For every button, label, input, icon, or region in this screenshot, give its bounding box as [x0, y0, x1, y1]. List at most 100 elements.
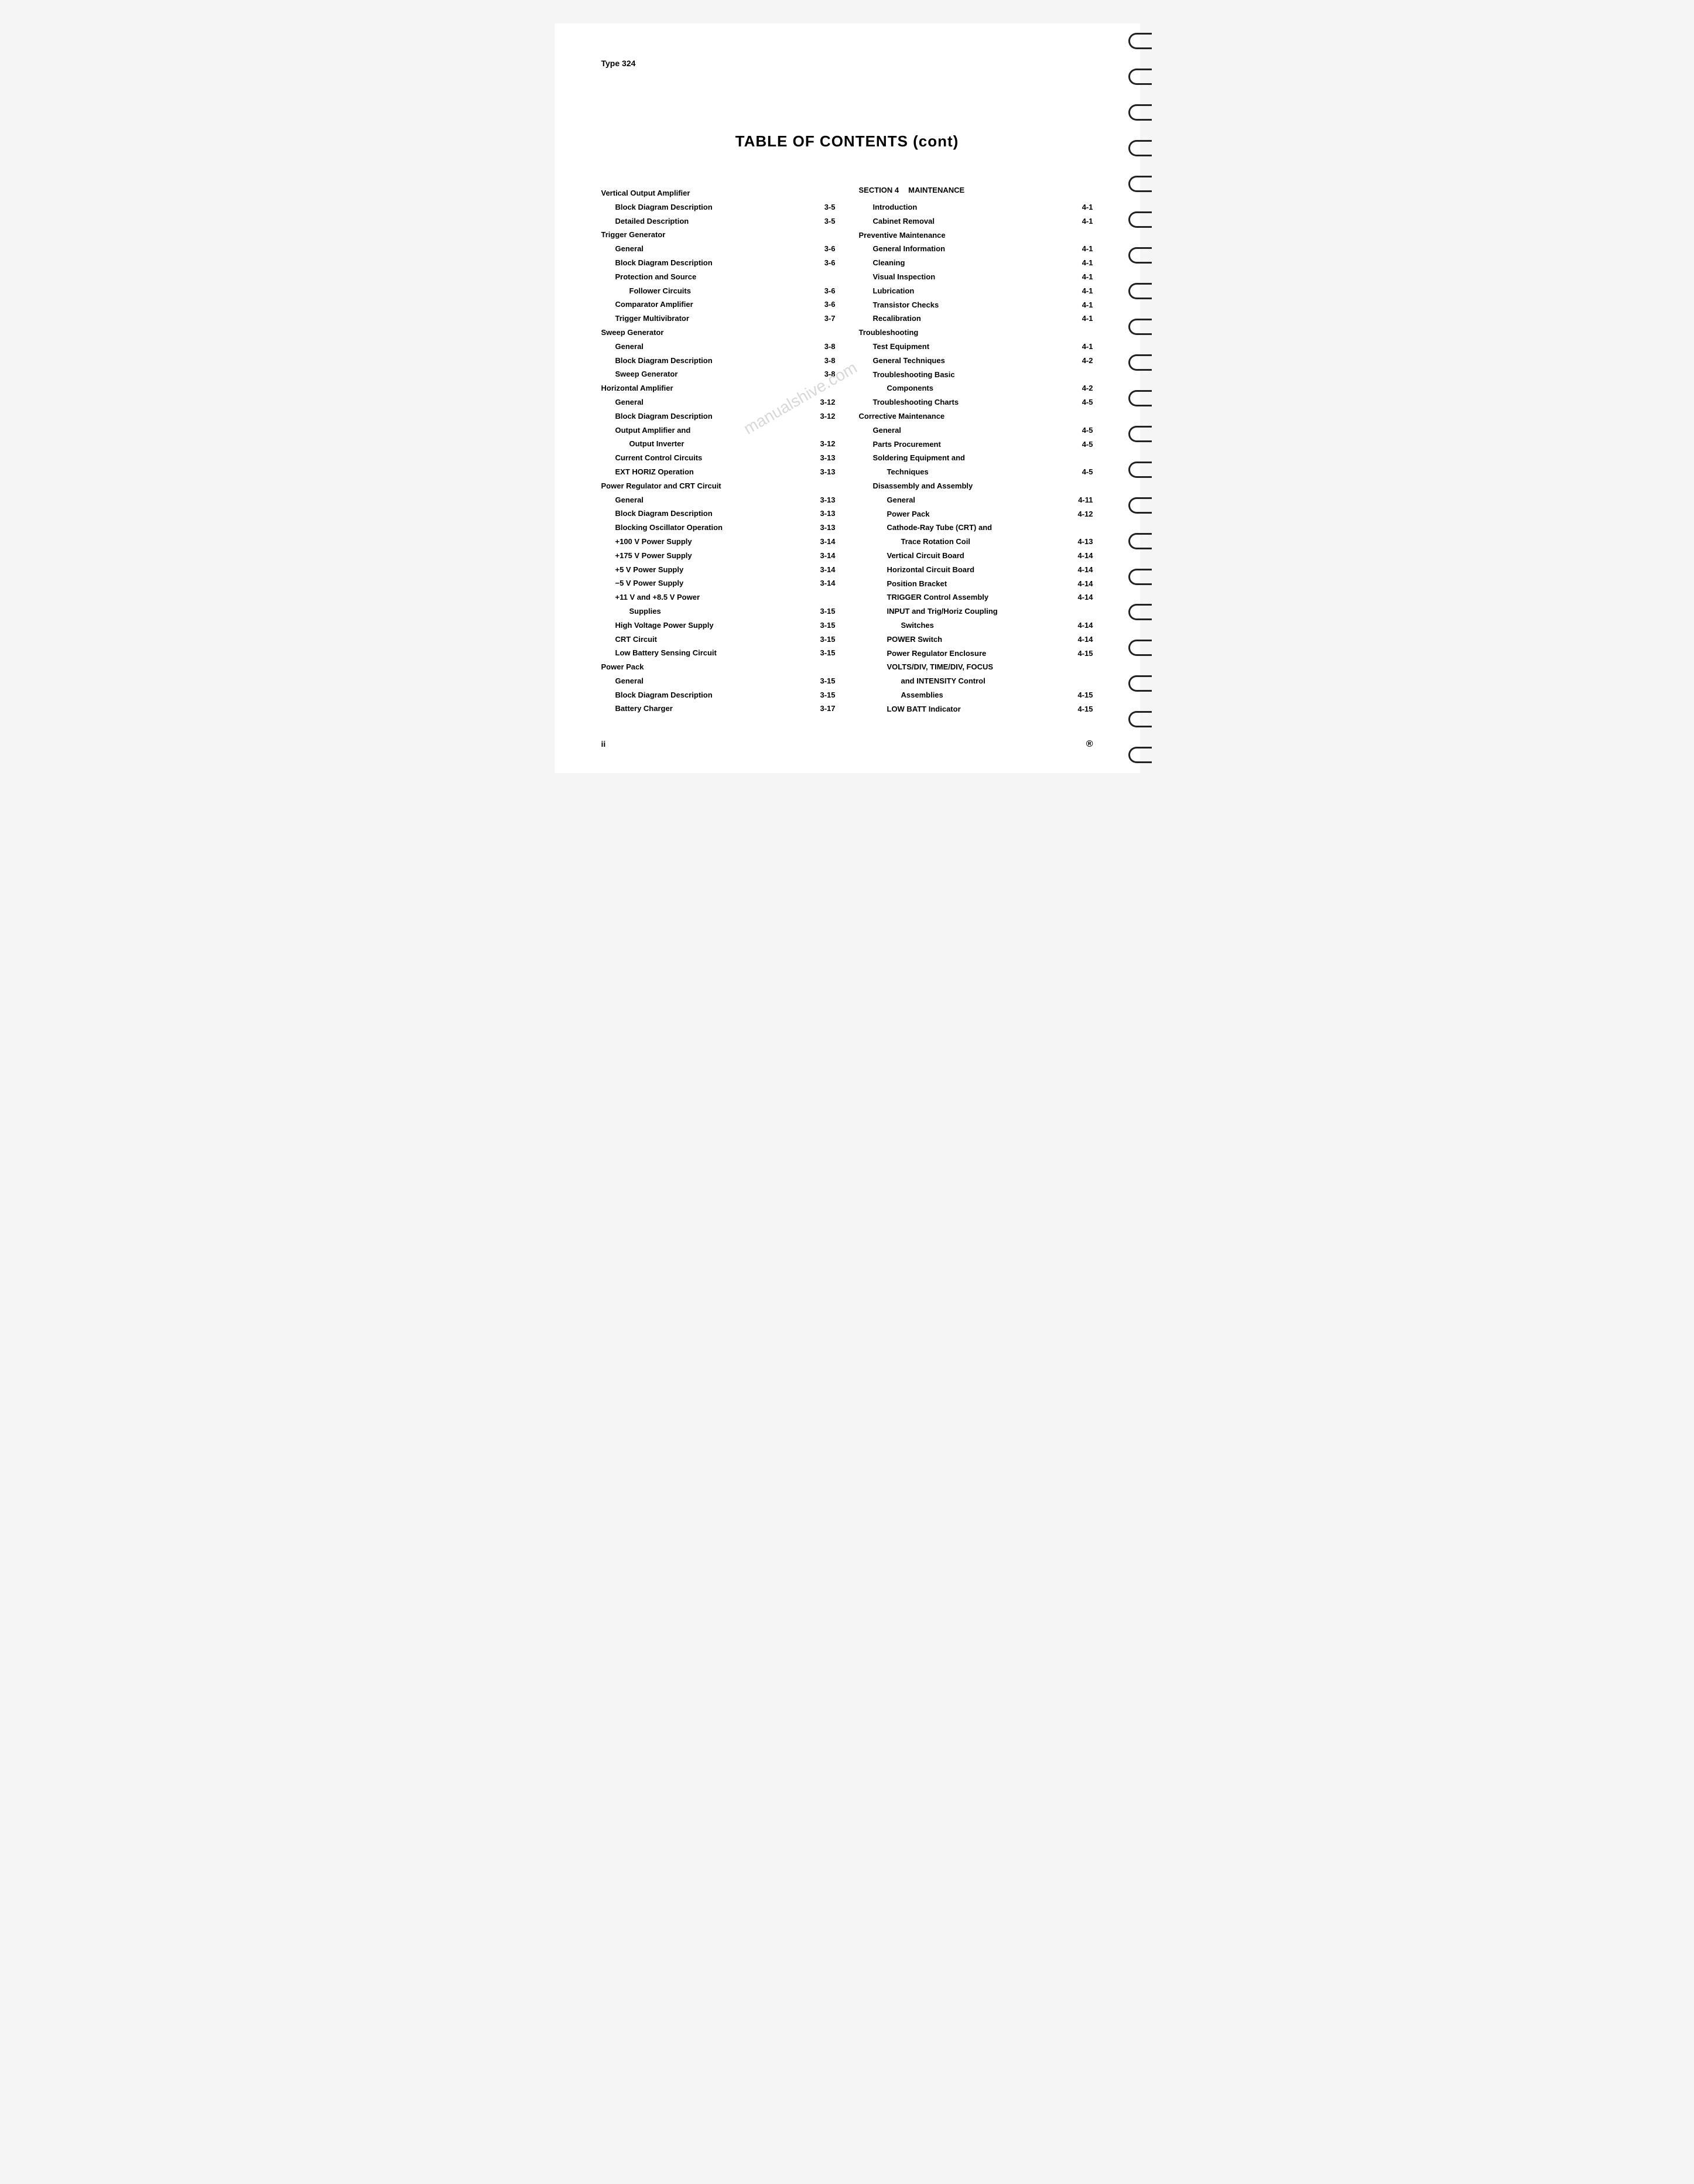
toc-entry-page: 3-7 — [806, 313, 836, 325]
toc-row: Detailed Description3-5 — [601, 216, 836, 228]
toc-row: Protection and Source — [601, 271, 836, 283]
footer-page-number: ii — [601, 739, 606, 750]
toc-row: Lubrication4-1 — [859, 285, 1093, 298]
toc-entry-label: +5 V Power Supply — [601, 564, 806, 576]
toc-row: Horizontal Amplifier — [601, 382, 836, 395]
toc-entry-label: Battery Charger — [601, 703, 806, 715]
toc-entry-label: General — [601, 341, 806, 353]
toc-row: Cathode-Ray Tube (CRT) and — [859, 522, 1093, 534]
toc-entry-page: 3-8 — [806, 355, 836, 367]
toc-row: Cabinet Removal4-1 — [859, 216, 1093, 228]
toc-entry-label: Low Battery Sensing Circuit — [601, 647, 806, 659]
toc-entry-page: 3-14 — [806, 550, 836, 562]
toc-entry-page: 4-2 — [1064, 382, 1093, 395]
toc-entry-page: 3-13 — [806, 466, 836, 479]
toc-entry-page: 4-1 — [1064, 243, 1093, 255]
right-column: SECTION 4 MAINTENANCE Introduction4-1Cab… — [859, 186, 1093, 717]
toc-entry-label: CRT Circuit — [601, 634, 806, 646]
toc-entry-label: Detailed Description — [601, 216, 806, 228]
toc-entry-label: General — [601, 494, 806, 507]
toc-row: Block Diagram Description3-13 — [601, 508, 836, 520]
toc-entry-label: Horizontal Amplifier — [601, 382, 806, 395]
toc-entry-label: Current Control Circuits — [601, 452, 806, 464]
toc-entry-label: General — [859, 425, 1064, 437]
page-title: TABLE OF CONTENTS (cont) — [601, 132, 1093, 151]
toc-row: Battery Charger3-17 — [601, 703, 836, 715]
toc-row: Supplies3-15 — [601, 606, 836, 618]
toc-entry-page: 3-14 — [806, 536, 836, 548]
toc-entry-label: Block Diagram Description — [601, 689, 806, 702]
toc-entry-page: 4-14 — [1064, 550, 1093, 562]
toc-row: General Techniques4-2 — [859, 355, 1093, 367]
toc-row: Power Pack — [601, 661, 836, 674]
toc-row: and INTENSITY Control — [859, 675, 1093, 688]
toc-entry-label: Vertical Circuit Board — [859, 550, 1064, 562]
toc-row: Troubleshooting Charts4-5 — [859, 397, 1093, 409]
toc-entry-page: 3-13 — [806, 494, 836, 507]
toc-row: Recalibration4-1 — [859, 313, 1093, 325]
document-page: Type 324 TABLE OF CONTENTS (cont) manual… — [555, 23, 1140, 773]
toc-entry-page: 4-1 — [1064, 299, 1093, 312]
toc-entry-label: Troubleshooting — [859, 327, 1064, 339]
toc-row: INPUT and Trig/Horiz Coupling — [859, 606, 1093, 618]
toc-entry-label: +100 V Power Supply — [601, 536, 806, 548]
toc-entry-label: Visual Inspection — [859, 271, 1064, 283]
toc-entry-label: Supplies — [601, 606, 806, 618]
toc-entry-label: Power Regulator and CRT Circuit — [601, 480, 806, 493]
toc-entry-label: Power Regulator Enclosure — [859, 648, 1064, 660]
toc-row: General Information4-1 — [859, 243, 1093, 255]
toc-row: Soldering Equipment and — [859, 452, 1093, 464]
toc-row: Blocking Oscillator Operation3-13 — [601, 522, 836, 534]
toc-row: Trigger Multivibrator3-7 — [601, 313, 836, 325]
toc-row: General3-15 — [601, 675, 836, 688]
toc-entry-label: Sweep Generator — [601, 368, 806, 381]
toc-entry-label: +175 V Power Supply — [601, 550, 806, 562]
toc-entry-page: 3-17 — [806, 703, 836, 715]
toc-row: Vertical Circuit Board4-14 — [859, 550, 1093, 562]
toc-row: Position Bracket4-14 — [859, 578, 1093, 590]
toc-entry-label: Protection and Source — [601, 271, 806, 283]
toc-row: EXT HORIZ Operation3-13 — [601, 466, 836, 479]
toc-row: Vertical Output Amplifier — [601, 187, 836, 200]
toc-entry-label: Techniques — [859, 466, 1064, 479]
toc-row: Block Diagram Description3-15 — [601, 689, 836, 702]
toc-entry-page: 3-14 — [806, 564, 836, 576]
toc-entry-label: Parts Procurement — [859, 439, 1064, 451]
toc-entry-label: Output Inverter — [601, 438, 806, 450]
toc-entry-label: Switches — [859, 620, 1064, 632]
toc-entry-page: 3-6 — [806, 243, 836, 255]
toc-entry-page: 3-12 — [806, 397, 836, 409]
toc-row: Output Inverter3-12 — [601, 438, 836, 450]
toc-entry-label: Troubleshooting Basic — [859, 369, 1064, 381]
toc-entry-label: Block Diagram Description — [601, 257, 806, 269]
toc-entry-label: Test Equipment — [859, 341, 1064, 353]
toc-entry-label: General Information — [859, 243, 1064, 255]
toc-row: Switches4-14 — [859, 620, 1093, 632]
toc-row: Trigger Generator — [601, 229, 836, 241]
toc-entry-label: Components — [859, 382, 1064, 395]
toc-entry-page: 3-15 — [806, 620, 836, 632]
toc-entry-label: Vertical Output Amplifier — [601, 187, 806, 200]
toc-entry-label: Trigger Generator — [601, 229, 806, 241]
toc-row: Disassembly and Assembly — [859, 480, 1093, 493]
toc-entry-label: General Techniques — [859, 355, 1064, 367]
toc-entry-label: TRIGGER Control Assembly — [859, 592, 1064, 604]
toc-row: Techniques4-5 — [859, 466, 1093, 479]
toc-entry-page: 4-12 — [1064, 508, 1093, 521]
toc-row: Power Regulator Enclosure4-15 — [859, 648, 1093, 660]
toc-entry-page: 3-5 — [806, 216, 836, 228]
toc-entry-label: Power Pack — [601, 661, 806, 674]
toc-row: Block Diagram Description3-8 — [601, 355, 836, 367]
toc-entry-page: 4-2 — [1064, 355, 1093, 367]
toc-entry-label: Trace Rotation Coil — [859, 536, 1064, 548]
toc-entry-label: General — [601, 397, 806, 409]
toc-entry-label: Lubrication — [859, 285, 1064, 298]
toc-row: Trace Rotation Coil4-13 — [859, 536, 1093, 548]
toc-row: Components4-2 — [859, 382, 1093, 395]
toc-entry-page: 3-13 — [806, 452, 836, 464]
toc-row: High Voltage Power Supply3-15 — [601, 620, 836, 632]
toc-entry-page: 4-1 — [1064, 201, 1093, 214]
toc-row: Output Amplifier and — [601, 425, 836, 437]
toc-entry-label: −5 V Power Supply — [601, 577, 806, 590]
toc-row: LOW BATT Indicator4-15 — [859, 703, 1093, 716]
